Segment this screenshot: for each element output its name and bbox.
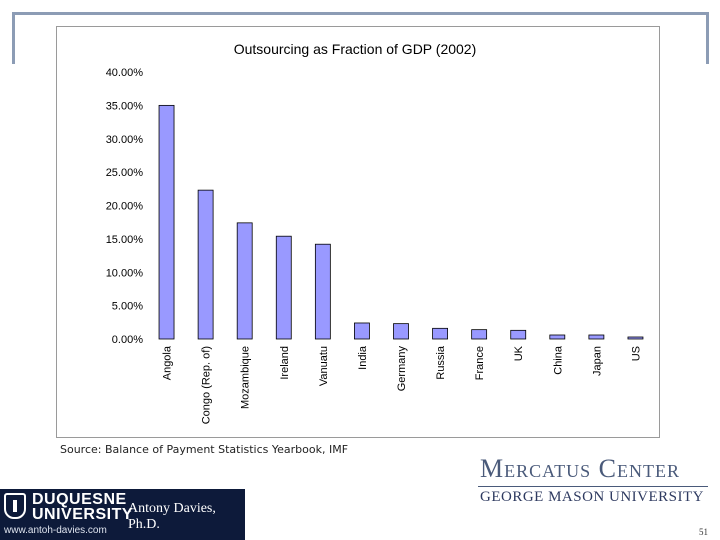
bar: [314, 243, 331, 340]
category-label: Ireland: [279, 346, 291, 380]
category-label: India: [357, 345, 369, 370]
bar: [158, 104, 175, 340]
y-tick-label: 15.00%: [106, 234, 144, 246]
author-name: Antony Davies, Ph.D.: [128, 501, 216, 532]
logo-line1: DUQUESNE: [32, 491, 127, 508]
bar: [471, 329, 488, 340]
bar: [549, 334, 566, 340]
chart-frame: Outsourcing as Fraction of GDP (2002) 0.…: [56, 26, 660, 438]
mercatus-center-logo: Mercatus Center: [480, 454, 680, 483]
category-label: Japan: [591, 346, 603, 376]
y-tick-label: 10.00%: [106, 267, 144, 279]
bar: [236, 222, 253, 340]
category-label: UK: [513, 345, 525, 361]
category-label: Russia: [435, 345, 447, 380]
category-label: Vanuatu: [318, 346, 330, 386]
category-label: Germany: [396, 346, 408, 392]
category-label: Mozambique: [240, 346, 252, 409]
y-tick-label: 5.00%: [112, 301, 143, 313]
y-tick-label: 40.00%: [106, 67, 144, 79]
source-note: Source: Balance of Payment Statistics Ye…: [60, 443, 349, 456]
bar: [393, 323, 409, 340]
category-label: France: [474, 346, 486, 380]
category-label: US: [630, 346, 642, 361]
page-number: 51: [699, 527, 708, 537]
right-rule: [706, 12, 709, 64]
bar: [588, 334, 605, 340]
category-label: China: [552, 345, 564, 375]
bar: [354, 322, 370, 340]
author-url: www.antoh-davies.com: [4, 525, 107, 536]
mercatus-divider: [478, 486, 708, 487]
y-tick-label: 30.00%: [106, 134, 144, 146]
top-rule: [12, 12, 709, 15]
y-tick-label: 35.00%: [106, 100, 144, 112]
duquesne-logo: DUQUESNE UNIVERSITY Antony Davies, Ph.D.…: [0, 489, 245, 540]
chart-title: Outsourcing as Fraction of GDP (2002): [234, 41, 477, 57]
category-label: Angola: [162, 345, 174, 380]
category-label: Congo (Rep. of): [201, 346, 213, 424]
left-rule: [12, 12, 15, 64]
y-tick-label: 0.00%: [112, 334, 143, 346]
gmu-logo-text: GEORGE MASON UNIVERSITY: [480, 489, 704, 505]
y-tick-label: 20.00%: [106, 201, 144, 213]
duquesne-emblem-icon: [4, 493, 26, 519]
logo-line2: UNIVERSITY: [32, 506, 134, 523]
bar: [627, 336, 644, 340]
bar: [197, 189, 214, 340]
bar: [275, 235, 292, 340]
y-tick-label: 25.00%: [106, 167, 144, 179]
bar: [432, 327, 448, 340]
bar: [510, 329, 527, 340]
bar-chart: Outsourcing as Fraction of GDP (2002) 0.…: [106, 41, 644, 424]
